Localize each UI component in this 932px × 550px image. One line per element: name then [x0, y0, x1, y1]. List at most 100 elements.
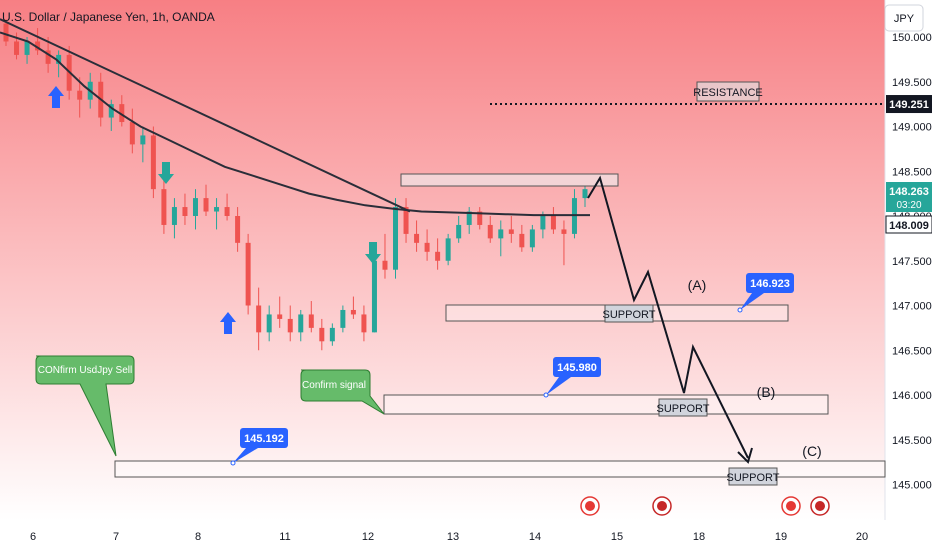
y-tick-label: 145.500: [892, 435, 932, 447]
x-tick-label: 8: [195, 531, 201, 543]
resistance-zone: [400, 173, 619, 187]
x-tick-label: 12: [362, 531, 374, 543]
y-tick-label: 149.500: [892, 77, 932, 89]
chart-background: [0, 0, 885, 520]
currency-button[interactable]: JPY: [884, 4, 924, 32]
candle-body: [14, 41, 20, 55]
y-tick-label: 147.000: [892, 301, 932, 313]
candle-body: [308, 314, 314, 328]
callout-b-pointer: [546, 377, 571, 395]
candle-body: [277, 314, 283, 319]
y-tick-label: 147.500: [892, 256, 932, 268]
candle-body: [161, 189, 167, 225]
candle-body: [508, 229, 514, 234]
x-tick-label: 6: [30, 531, 36, 543]
candle-body: [329, 327, 335, 342]
confirm-sell-label: CONfirm UsdJpy Sell: [38, 365, 132, 376]
time-axis-background: [0, 520, 932, 550]
candle-body: [203, 198, 209, 212]
trend-line: [0, 18, 411, 213]
support-zone-b: [383, 394, 829, 415]
candle-body: [582, 189, 588, 199]
candle-body: [477, 211, 483, 225]
callout-c: 145.192: [244, 433, 284, 445]
callout-a-pointer: [740, 293, 764, 310]
support-label-a-box: [604, 304, 654, 323]
projection-path: [587, 175, 749, 459]
candle-body: [340, 309, 346, 328]
wave-label-c: (C): [802, 443, 821, 459]
candle-body: [45, 50, 51, 64]
candle-body: [256, 305, 262, 333]
price-axis[interactable]: 150.000149.500149.000148.500148.000147.5…: [892, 32, 932, 492]
callout-a-box: [746, 273, 794, 293]
moving-average-line: [0, 31, 590, 217]
up-arrow-icon: [220, 312, 236, 334]
callout-b: 145.980: [557, 362, 597, 374]
candle-body: [192, 198, 198, 216]
down-arrow-icon: [365, 242, 381, 264]
x-tick-label: 14: [529, 531, 541, 543]
support-label-b-box: [658, 398, 708, 417]
support-label-c-box: [728, 467, 778, 486]
candle-body: [108, 104, 114, 118]
support-label-c: SUPPORT: [727, 472, 780, 484]
time-axis[interactable]: 6 7 8 11 12 13 14 15 18 19 20: [30, 531, 868, 543]
support-label-a: SUPPORT: [603, 309, 656, 321]
chart-title: U.S. Dollar / Japanese Yen, 1h, OANDA: [2, 10, 215, 24]
x-tick-label: 15: [611, 531, 623, 543]
current-price-label: 148.263: [889, 186, 929, 198]
x-tick-label: 18: [693, 531, 705, 543]
y-tick-label: 145.000: [892, 480, 932, 492]
callout-c-pointer: [233, 448, 258, 463]
current-price-tag: [886, 182, 932, 212]
candle-body: [424, 242, 430, 252]
x-tick-label: 11: [279, 531, 290, 543]
drawing-overlays: RESISTANCE SUPPORT SUPPORT SUPPORT (A) (B) (C)…: [0, 18, 932, 516]
resistance-price-label: 149.251: [889, 99, 929, 111]
candle-body: [550, 216, 556, 230]
candle-body: [3, 23, 9, 42]
y-tick-label: 149.000: [892, 122, 932, 134]
confirm-signal-bubble: [300, 369, 385, 415]
down-arrow-icon: [158, 162, 174, 184]
candle-body: [561, 229, 567, 234]
y-tick-label: 146.500: [892, 345, 932, 357]
ma-price-tag: [885, 215, 932, 234]
candle-body: [298, 314, 304, 333]
wave-label-a: (A): [688, 277, 707, 293]
candle-body: [540, 216, 546, 230]
candle-body: [35, 41, 41, 51]
x-tick-label: 13: [447, 531, 459, 543]
price-axis-background: [885, 0, 932, 520]
candle-body: [519, 233, 525, 248]
candle-body: [435, 251, 441, 261]
candle-body: [140, 135, 146, 145]
candle-body: [529, 229, 535, 248]
up-arrow-icon: [48, 86, 64, 108]
candle-body: [466, 211, 472, 225]
candle-body: [498, 229, 504, 239]
candle-body: [245, 242, 251, 306]
candle-body: [129, 122, 135, 145]
resistance-label-box: [696, 81, 760, 102]
resistance-price-tag: [886, 95, 932, 114]
y-tick-label: 146.000: [892, 390, 932, 402]
candle-body: [24, 41, 30, 55]
candle-body: [182, 207, 188, 216]
candle-body: [319, 327, 325, 342]
y-tick-label: 150.000: [892, 32, 932, 44]
callout-a-anchor: [737, 307, 743, 313]
us-flag-event-icon-dot: [657, 501, 667, 511]
x-tick-label: 19: [775, 531, 787, 543]
callout-c-anchor: [230, 460, 236, 466]
countdown-label: 03:20: [896, 200, 921, 211]
ma-price-label: 148.009: [889, 220, 929, 232]
currency-button-label: JPY: [894, 13, 915, 25]
callout-b-box: [553, 357, 601, 377]
candle-body: [445, 238, 451, 261]
candle-body: [487, 224, 493, 239]
wave-label-b: (B): [757, 384, 776, 400]
callout-c-box: [240, 428, 288, 448]
